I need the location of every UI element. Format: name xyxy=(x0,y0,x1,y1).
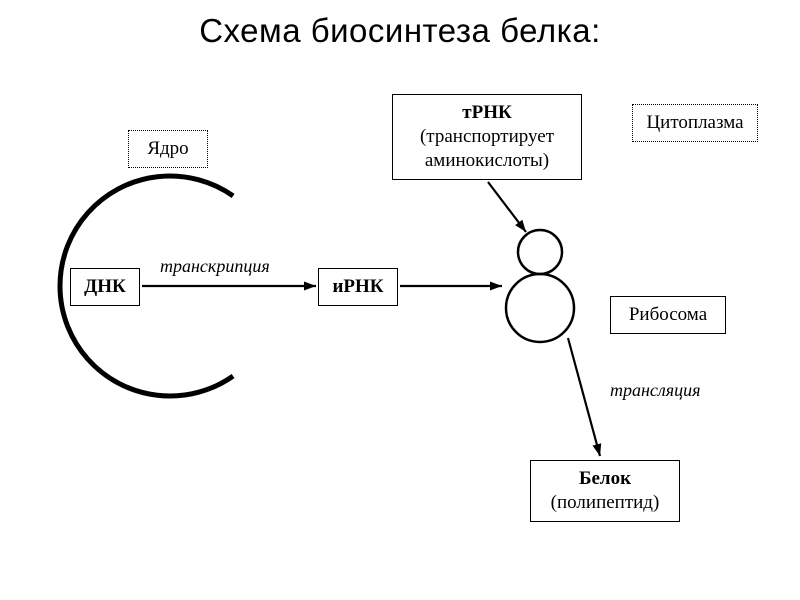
trna-line3: аминокислоты) xyxy=(403,149,571,173)
trna-node: тРНК (транспортирует аминокислоты) xyxy=(392,94,582,180)
arrows xyxy=(142,182,600,456)
cytoplasm-label: Цитоплазма xyxy=(632,104,758,142)
arrow-ribosome-protein xyxy=(568,338,600,456)
dna-node: ДНК xyxy=(70,268,140,306)
protein-line1: Белок xyxy=(541,467,669,491)
transcription-label: транскрипция xyxy=(160,256,270,277)
ribosome-small-subunit xyxy=(518,230,562,274)
trna-line2: (транспортирует xyxy=(403,125,571,149)
nucleus-label: Ядро xyxy=(128,130,208,168)
diagram-stage: Схема биосинтеза белка: Ядро Цитоплазма … xyxy=(0,0,800,600)
ribosome-label: Рибосома xyxy=(610,296,726,334)
protein-line2: (полипептид) xyxy=(541,491,669,515)
trna-line1: тРНК xyxy=(403,101,571,125)
protein-node: Белок (полипептид) xyxy=(530,460,680,522)
arrow-trna-ribosome xyxy=(488,182,526,232)
translation-label: трансляция xyxy=(610,380,701,401)
mrna-node: иРНК xyxy=(318,268,398,306)
ribosome-large-subunit xyxy=(506,274,574,342)
page-title: Схема биосинтеза белка: xyxy=(0,12,800,50)
